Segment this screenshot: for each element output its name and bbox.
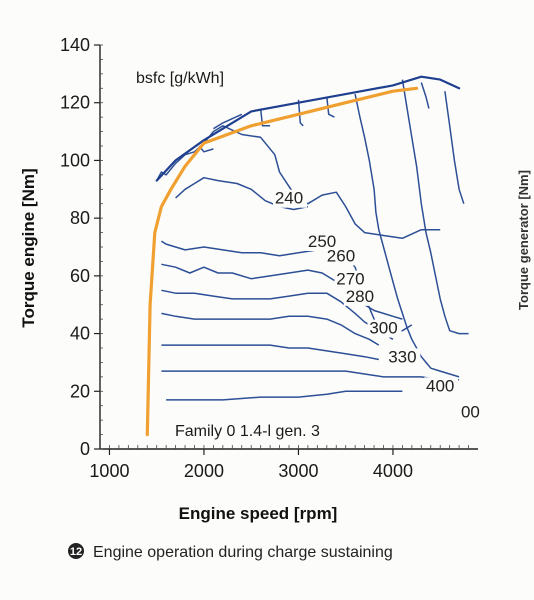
contour-line [166, 390, 403, 401]
y-tick-label: 100 [60, 150, 90, 170]
contour-label-bg [324, 247, 359, 266]
contour-line [354, 93, 460, 378]
y-axis-title: Torque engine [Nm] [19, 168, 38, 327]
y-tick-label: 20 [70, 381, 90, 401]
contour-label-bg [424, 377, 459, 396]
contour-line [444, 91, 465, 204]
full-load-line [155, 75, 461, 182]
contour-line [326, 96, 335, 118]
contour-line [297, 99, 304, 127]
contour-label-bg [334, 270, 369, 289]
contour-line [161, 263, 403, 320]
x-tick-label: 3000 [278, 461, 318, 481]
contour-label: 260 [327, 246, 355, 265]
contour-label-bg [454, 403, 489, 422]
engine-annotation: Family 0 1.4-l gen. 3 [175, 423, 320, 440]
contour-label-bg [343, 287, 378, 306]
contour-label: 330 [388, 347, 416, 366]
x-axis-title: Engine speed [rpm] [179, 504, 338, 523]
y-tick-label: 40 [70, 324, 90, 344]
contour-line [161, 370, 460, 381]
contour-label-bg [386, 348, 421, 367]
contour-label: 240 [275, 189, 303, 208]
y-tick-label: 140 [60, 35, 90, 55]
caption-text: Engine operation during charge sustainin… [93, 544, 393, 561]
contour-label: 250 [308, 232, 336, 251]
contour-line [213, 113, 243, 130]
contour-line [161, 344, 379, 361]
y-tick-label: 0 [80, 439, 90, 459]
contour-label-bg [367, 319, 402, 338]
right-cut-label: Torque generator [Nm] [516, 170, 531, 310]
series-layer [145, 75, 461, 437]
caption-number-badge [68, 543, 84, 559]
contour-label-bg [273, 189, 307, 208]
y-tick-label: 80 [70, 208, 90, 228]
contour-label: 270 [336, 270, 364, 289]
x-tick-label: 1000 [89, 461, 129, 481]
contour-label: 00 [461, 402, 480, 421]
contour-label-bg [306, 233, 341, 251]
contour-label: 300 [369, 319, 397, 338]
contour-line [259, 108, 271, 127]
axes: 0 20 40 60 80 100 120 140 1000 2000 3000 4000 [60, 35, 478, 481]
caption-number: 12 [70, 546, 82, 558]
contour-label: 400 [426, 376, 454, 395]
x-tick-label: 2000 [184, 461, 224, 481]
y-tick-label: 60 [70, 266, 90, 286]
contour-label: 280 [346, 287, 374, 306]
y-tick-label: 120 [60, 93, 90, 113]
inner-title: bsfc [g/kWh] [136, 70, 224, 87]
contour-line [420, 82, 430, 109]
contour-line [401, 79, 469, 335]
contour-line [161, 312, 380, 346]
caption: 12 Engine operation during charge sustai… [68, 543, 393, 561]
x-tick-label: 4000 [373, 461, 413, 481]
operating-line [145, 86, 419, 437]
